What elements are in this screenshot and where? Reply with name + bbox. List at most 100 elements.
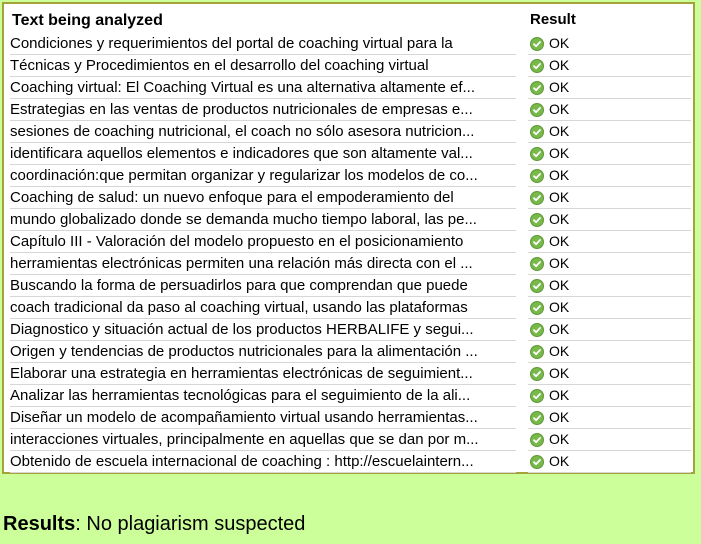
result-cell: OK [528, 209, 691, 231]
check-circle-icon [530, 344, 544, 359]
result-label: OK [549, 387, 570, 403]
analyzed-text-cell: identificara aquellos elementos e indica… [10, 143, 516, 165]
result-cell: OK [528, 253, 691, 275]
check-circle-icon [530, 80, 544, 95]
analyzed-text-cell: Capítulo III - Valoración del modelo pro… [10, 231, 516, 253]
result-cell: OK [528, 297, 691, 319]
result-label: OK [549, 123, 570, 139]
results-summary: Results: No plagiarism suspected [3, 512, 305, 536]
table-row: Estrategias en las ventas de productos n… [4, 99, 693, 121]
table-row: herramientas electrónicas permiten una r… [4, 253, 693, 275]
table-row: Condiciones y requerimientos del portal … [4, 33, 693, 55]
check-circle-icon [530, 278, 544, 293]
table-row: interacciones virtuales, principalmente … [4, 429, 693, 451]
result-cell: OK [528, 429, 691, 451]
analyzed-text-cell: Buscando la forma de persuadirlos para q… [10, 275, 516, 297]
results-value: No plagiarism suspected [86, 513, 306, 535]
result-label: OK [549, 167, 570, 183]
analyzed-text-cell: Condiciones y requerimientos del portal … [10, 33, 516, 55]
result-cell: OK [528, 187, 691, 209]
result-cell: OK [528, 33, 691, 55]
check-circle-icon [530, 58, 544, 73]
check-circle-icon [530, 322, 544, 337]
result-label: OK [549, 57, 570, 73]
check-circle-icon [530, 410, 544, 425]
analyzed-text-cell: Analizar las herramientas tecnológicas p… [10, 385, 516, 407]
table-row: Coaching virtual: El Coaching Virtual es… [4, 77, 693, 99]
analyzed-text-cell: Coaching de salud: un nuevo enfoque para… [10, 187, 516, 209]
column-header-result: Result [530, 11, 576, 28]
table-row: Coaching de salud: un nuevo enfoque para… [4, 187, 693, 209]
result-cell: OK [528, 143, 691, 165]
result-label: OK [549, 35, 570, 51]
check-circle-icon [530, 300, 544, 315]
result-cell: OK [528, 231, 691, 253]
check-circle-icon [530, 124, 544, 139]
result-cell: OK [528, 165, 691, 187]
check-circle-icon [530, 146, 544, 161]
check-circle-icon [530, 366, 544, 381]
check-circle-icon [530, 212, 544, 227]
check-circle-icon [530, 102, 544, 117]
table-row: identificara aquellos elementos e indica… [4, 143, 693, 165]
table-row: Técnicas y Procedimientos en el desarrol… [4, 55, 693, 77]
table-row: mundo globalizado donde se demanda mucho… [4, 209, 693, 231]
analyzed-text-cell: Obtenido de escuela internacional de coa… [10, 451, 516, 473]
table-row: Elaborar una estrategia en herramientas … [4, 363, 693, 385]
check-circle-icon [530, 36, 544, 51]
result-label: OK [549, 189, 570, 205]
table-row: coach tradicional da paso al coaching vi… [4, 297, 693, 319]
results-table-body: Condiciones y requerimientos del portal … [4, 33, 693, 473]
table-row: Analizar las herramientas tecnológicas p… [4, 385, 693, 407]
result-cell: OK [528, 121, 691, 143]
analyzed-text-cell: Elaborar una estrategia en herramientas … [10, 363, 516, 385]
result-label: OK [549, 431, 570, 447]
result-cell: OK [528, 55, 691, 77]
analyzed-text-cell: coordinación:que permitan organizar y re… [10, 165, 516, 187]
table-row: Buscando la forma de persuadirlos para q… [4, 275, 693, 297]
result-cell: OK [528, 275, 691, 297]
table-row: sesiones de coaching nutricional, el coa… [4, 121, 693, 143]
table-header: Text being analyzed Result [4, 4, 693, 33]
result-cell: OK [528, 451, 691, 473]
check-circle-icon [530, 388, 544, 403]
analyzed-text-cell: mundo globalizado donde se demanda mucho… [10, 209, 516, 231]
result-label: OK [549, 321, 570, 337]
result-cell: OK [528, 407, 691, 429]
result-label: OK [549, 453, 570, 469]
analyzed-text-cell: coach tradicional da paso al coaching vi… [10, 297, 516, 319]
table-row: Obtenido de escuela internacional de coa… [4, 451, 693, 473]
analyzed-text-cell: sesiones de coaching nutricional, el coa… [10, 121, 516, 143]
results-label: Results [3, 513, 76, 535]
result-cell: OK [528, 77, 691, 99]
check-circle-icon [530, 190, 544, 205]
analyzed-text-cell: Estrategias en las ventas de productos n… [10, 99, 516, 121]
result-label: OK [549, 277, 570, 293]
analyzed-text-cell: Origen y tendencias de productos nutrici… [10, 341, 516, 363]
result-label: OK [549, 101, 570, 117]
table-row: Origen y tendencias de productos nutrici… [4, 341, 693, 363]
result-label: OK [549, 409, 570, 425]
check-circle-icon [530, 234, 544, 249]
result-cell: OK [528, 99, 691, 121]
result-label: OK [549, 343, 570, 359]
analyzed-text-cell: Técnicas y Procedimientos en el desarrol… [10, 55, 516, 77]
result-label: OK [549, 299, 570, 315]
check-circle-icon [530, 168, 544, 183]
results-separator: : [75, 513, 87, 535]
analyzed-text-cell: Diagnostico y situación actual de los pr… [10, 319, 516, 341]
table-row: coordinación:que permitan organizar y re… [4, 165, 693, 187]
result-label: OK [549, 79, 570, 95]
table-row: Diagnostico y situación actual de los pr… [4, 319, 693, 341]
column-header-text: Text being analyzed [12, 12, 163, 29]
analyzed-text-cell: Coaching virtual: El Coaching Virtual es… [10, 77, 516, 99]
result-cell: OK [528, 341, 691, 363]
result-cell: OK [528, 319, 691, 341]
result-cell: OK [528, 385, 691, 407]
result-label: OK [549, 365, 570, 381]
check-circle-icon [530, 432, 544, 447]
result-label: OK [549, 233, 570, 249]
result-label: OK [549, 211, 570, 227]
analyzed-text-cell: Diseñar un modelo de acompañamiento virt… [10, 407, 516, 429]
check-circle-icon [530, 256, 544, 271]
